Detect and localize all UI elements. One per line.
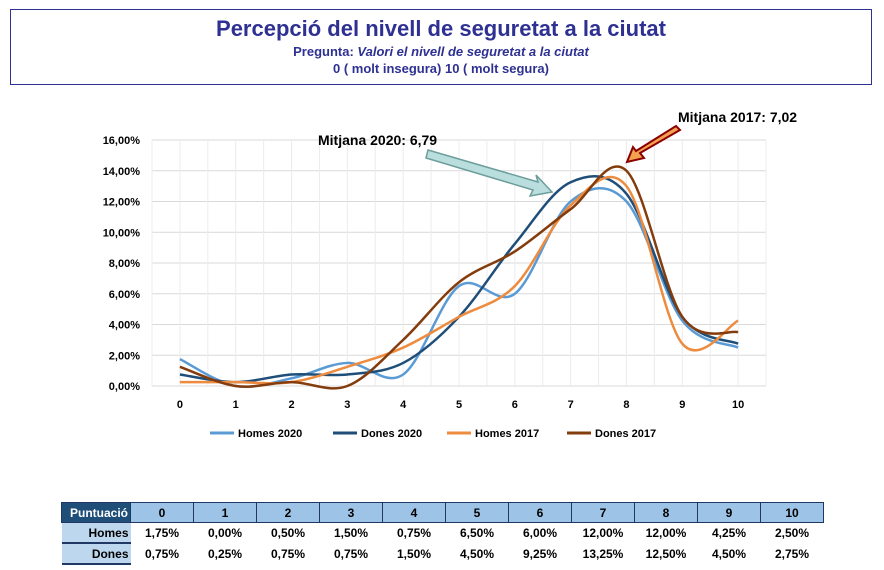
table-cell: 0,00% [207, 526, 243, 540]
legend-label: Homes 2017 [475, 428, 539, 440]
row-label: Dones [61, 543, 131, 565]
legend-label: Dones 2020 [361, 428, 422, 440]
table-cell: 2,75% [774, 546, 810, 561]
question-text: Valori el nivell de seguretat a la ciuta… [357, 44, 589, 59]
table-cell: 4,50% [459, 546, 495, 561]
table-col-header: 2 [256, 502, 320, 523]
legend-label: Dones 2017 [595, 428, 656, 440]
arrow-2017-icon [625, 124, 682, 164]
question: Pregunta: Valori el nivell de seguretat … [11, 44, 871, 59]
table-col-header: 7 [571, 502, 635, 523]
legend-label: Homes 2020 [238, 428, 302, 440]
series-line-dones-2017 [179, 165, 739, 390]
y-tick-label: 12,00% [103, 197, 141, 209]
x-tick-label: 7 [568, 399, 574, 411]
table-cell: 1,50% [396, 546, 432, 561]
y-tick-label: 10,00% [103, 227, 141, 239]
table-col-header: 4 [382, 502, 446, 523]
table-col-header: 5 [445, 502, 509, 523]
table-cell: 6,00% [522, 526, 558, 540]
table-row: Homes 1,75% 0,00% 0,50% 1,50% 0,75% 6,50% 6,00%… [61, 522, 824, 544]
row-label: Homes [61, 522, 131, 544]
table-col-header: 3 [319, 502, 383, 523]
arrow-2020-icon [425, 149, 554, 198]
y-tick-label: 8,00% [109, 258, 140, 270]
y-tick-label: 6,00% [109, 289, 140, 301]
x-tick-label: 1 [233, 399, 239, 411]
table-cell: 9,25% [522, 546, 558, 561]
y-tick-label: 4,00% [109, 320, 140, 332]
x-tick-label: 6 [512, 399, 518, 411]
annotation-2017: Mitjana 2017: 7,02 [625, 109, 797, 164]
annotation-2020-label: Mitjana 2020: 6,79 [318, 132, 437, 148]
table-cell: 12,50% [645, 546, 687, 561]
table-header-label: Puntuació [61, 502, 131, 523]
table-cell: 2,50% [774, 526, 810, 540]
header-box: Percepció del nivell de seguretat a la c… [10, 9, 872, 85]
line-chart: 0,00% 2,00% 4,00% 6,00% 8,00% 10,00% 12,00% 14,… [103, 109, 798, 440]
y-tick-label: 16,00% [103, 135, 141, 147]
table-cell: 1,50% [333, 526, 369, 540]
table-cell: 0,75% [144, 546, 180, 561]
scale-note: 0 ( molt insegura) 10 ( molt segura) [333, 61, 549, 76]
table-col-header: 10 [760, 502, 824, 523]
x-tick-label: 0 [177, 399, 183, 411]
table-header-row: Puntuació 0 1 2 3 4 5 6 7 8 9 10 [61, 502, 824, 523]
question-label: Pregunta: [293, 44, 354, 59]
table-col-header: 6 [508, 502, 572, 523]
page-title: Percepció del nivell de seguretat a la c… [216, 16, 666, 41]
x-tick-label: 3 [344, 399, 350, 411]
table-cell: 0,75% [270, 546, 306, 561]
data-table: Puntuació 0 1 2 3 4 5 6 7 8 9 10 Homes 1,75% 0,00% 0,5… [61, 502, 824, 565]
table-cell: 0,75% [333, 546, 369, 561]
table-cell: 4,50% [711, 546, 747, 561]
table-cell: 1,75% [144, 526, 180, 540]
table-cell: 0,25% [207, 546, 243, 561]
x-tick-label: 2 [288, 399, 294, 411]
table-cell: 4,25% [711, 526, 747, 540]
annotation-2017-label: Mitjana 2017: 7,02 [678, 109, 797, 125]
x-tick-label: 9 [679, 399, 685, 411]
y-tick-label: 2,00% [109, 350, 140, 362]
table-cell: 12,00% [582, 526, 624, 540]
annotation-2020: Mitjana 2020: 6,79 [318, 132, 554, 198]
y-tick-label: 0,00% [109, 381, 140, 393]
x-tick-label: 4 [400, 399, 407, 411]
table-cell: 0,75% [396, 526, 432, 540]
series-line-dones-2020 [179, 175, 739, 384]
table-cell: 13,25% [582, 546, 624, 561]
x-tick-label: 5 [456, 399, 462, 411]
table-row: Dones 0,75% 0,25% 0,75% 0,75% 1,50% 4,50% 9,25%… [61, 543, 824, 565]
x-tick-label: 10 [732, 399, 744, 411]
y-tick-label: 14,00% [103, 166, 141, 178]
table-cell: 0,50% [270, 526, 306, 540]
table-col-header: 0 [130, 502, 194, 523]
table-col-header: 8 [634, 502, 698, 523]
x-tick-label: 8 [623, 399, 629, 411]
table-cell: 6,50% [459, 526, 495, 540]
table-col-header: 1 [193, 502, 257, 523]
table-cell: 12,00% [645, 526, 687, 540]
table-col-header: 9 [697, 502, 761, 523]
